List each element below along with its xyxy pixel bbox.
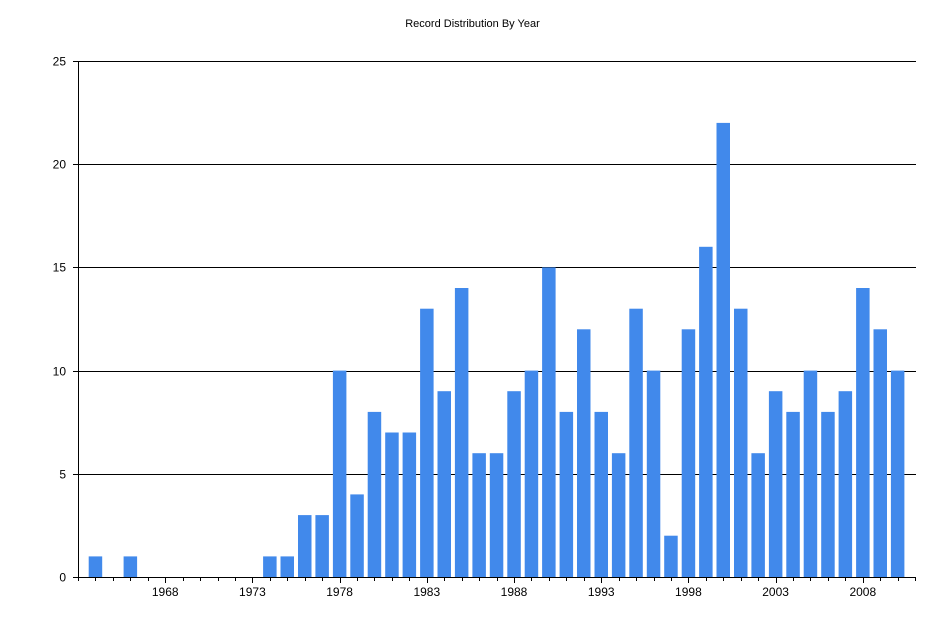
x-tick-label-1978: 1978 (326, 585, 353, 599)
bar-1980 (367, 411, 382, 577)
bar-2003 (768, 391, 783, 577)
bar-1998 (681, 329, 696, 577)
bar-2006 (821, 411, 835, 577)
bar-1990 (542, 267, 556, 577)
bar-1964 (88, 556, 103, 577)
x-tick-label-2003: 2003 (762, 585, 789, 599)
bar-1983 (420, 308, 434, 577)
bar-1979 (350, 494, 364, 577)
bar-1987 (489, 453, 504, 577)
x-tick-label-2008: 2008 (849, 585, 876, 599)
bar-2010 (890, 370, 905, 577)
bar-1988 (507, 391, 521, 577)
x-tick-label-1998: 1998 (675, 585, 702, 599)
bar-1975 (280, 556, 294, 577)
bar-1997 (664, 535, 678, 577)
x-tick-label-1968: 1968 (152, 585, 179, 599)
bar-2001 (734, 308, 748, 577)
x-tick-label-1988: 1988 (501, 585, 528, 599)
bar-1981 (385, 432, 399, 577)
y-tick-label-5: 5 (59, 468, 66, 482)
bar-2009 (873, 329, 887, 577)
bar-1994 (611, 453, 626, 577)
bar-1992 (577, 329, 591, 577)
y-tick-label-25: 25 (53, 55, 67, 69)
bar-1978 (332, 370, 347, 577)
x-tick-label-1993: 1993 (588, 585, 615, 599)
y-tick-label-20: 20 (53, 158, 67, 172)
bar-1993 (594, 411, 608, 577)
bar-1985 (454, 288, 469, 577)
bar-2007 (838, 391, 853, 577)
x-tick-label-1983: 1983 (413, 585, 440, 599)
bar-1977 (315, 515, 329, 577)
bar-1999 (699, 246, 713, 578)
bar-1996 (646, 370, 661, 577)
x-tick-labels: 1968 1973 1978 1983 1988 1993 1998 2003 2008 (152, 585, 877, 599)
x-tick-label-1973: 1973 (239, 585, 266, 599)
bar-1974 (263, 556, 277, 577)
bar-2002 (751, 453, 765, 577)
bar-2005 (803, 370, 818, 577)
bar-1984 (437, 391, 451, 577)
y-tick-labels: 0 5 10 15 20 25 (53, 55, 67, 585)
bar-2000 (716, 122, 730, 578)
y-tick-label-0: 0 (59, 571, 66, 585)
bar-series (88, 122, 905, 578)
bar-1995 (629, 308, 643, 577)
bar-2004 (786, 411, 800, 577)
bar-1986 (472, 453, 486, 577)
bar-1976 (298, 515, 312, 577)
bar-2008 (856, 288, 870, 577)
bar-1989 (524, 370, 539, 577)
bar-1991 (559, 411, 574, 577)
bar-1982 (402, 432, 417, 577)
chart-title: Record Distribution By Year (405, 18, 540, 30)
y-tick-label-15: 15 (53, 261, 67, 275)
y-tick-label-10: 10 (53, 365, 67, 379)
axes (73, 61, 916, 583)
bar-1966 (123, 556, 138, 577)
